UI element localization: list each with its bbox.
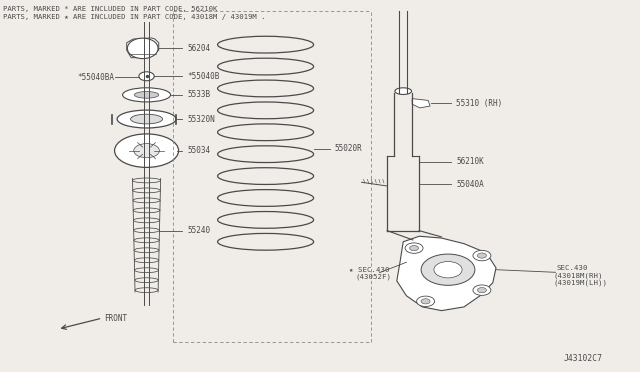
Ellipse shape (115, 134, 179, 167)
Circle shape (477, 288, 486, 293)
Ellipse shape (134, 92, 159, 98)
Text: 55020R: 55020R (335, 144, 362, 153)
Ellipse shape (117, 110, 176, 128)
Circle shape (477, 253, 486, 258)
Text: J43102C7: J43102C7 (563, 354, 602, 363)
Ellipse shape (131, 114, 163, 124)
Text: (43019M(LH)): (43019M(LH)) (554, 279, 607, 286)
Polygon shape (127, 38, 159, 58)
Text: (43018M(RH): (43018M(RH) (554, 272, 603, 279)
Ellipse shape (134, 144, 159, 158)
Circle shape (405, 243, 423, 253)
Text: 5533B: 5533B (188, 90, 211, 99)
Ellipse shape (127, 38, 158, 58)
Circle shape (473, 250, 491, 261)
Circle shape (139, 72, 154, 81)
Polygon shape (397, 236, 496, 311)
Text: 55240: 55240 (188, 226, 211, 235)
Text: 55034: 55034 (188, 146, 211, 155)
Text: 56210K: 56210K (456, 157, 484, 166)
Circle shape (417, 296, 435, 307)
Text: 56204: 56204 (188, 44, 211, 53)
Text: PARTS, MARKED ★ ARE INCLUDED IN PART CODE, 43018M / 43019M .: PARTS, MARKED ★ ARE INCLUDED IN PART COD… (3, 14, 266, 20)
Text: *55040B: *55040B (188, 72, 220, 81)
Circle shape (410, 246, 419, 251)
Text: 55040A: 55040A (456, 180, 484, 189)
Circle shape (421, 254, 475, 285)
Circle shape (473, 285, 491, 295)
Text: FRONT: FRONT (104, 314, 127, 323)
Text: ★ SEC.430: ★ SEC.430 (349, 267, 389, 273)
Text: 55320N: 55320N (188, 115, 215, 124)
Text: PARTS, MARKED * ARE INCLUDED IN PART CODE, 56210K: PARTS, MARKED * ARE INCLUDED IN PART COD… (3, 6, 218, 12)
Circle shape (434, 262, 462, 278)
Ellipse shape (395, 88, 412, 94)
Polygon shape (412, 99, 430, 108)
Text: (43052F): (43052F) (355, 274, 391, 280)
Circle shape (421, 299, 430, 304)
Ellipse shape (123, 88, 170, 102)
Text: *55040BA: *55040BA (77, 73, 114, 82)
Text: SEC.430: SEC.430 (557, 265, 588, 271)
Text: 55310 (RH): 55310 (RH) (456, 99, 502, 108)
